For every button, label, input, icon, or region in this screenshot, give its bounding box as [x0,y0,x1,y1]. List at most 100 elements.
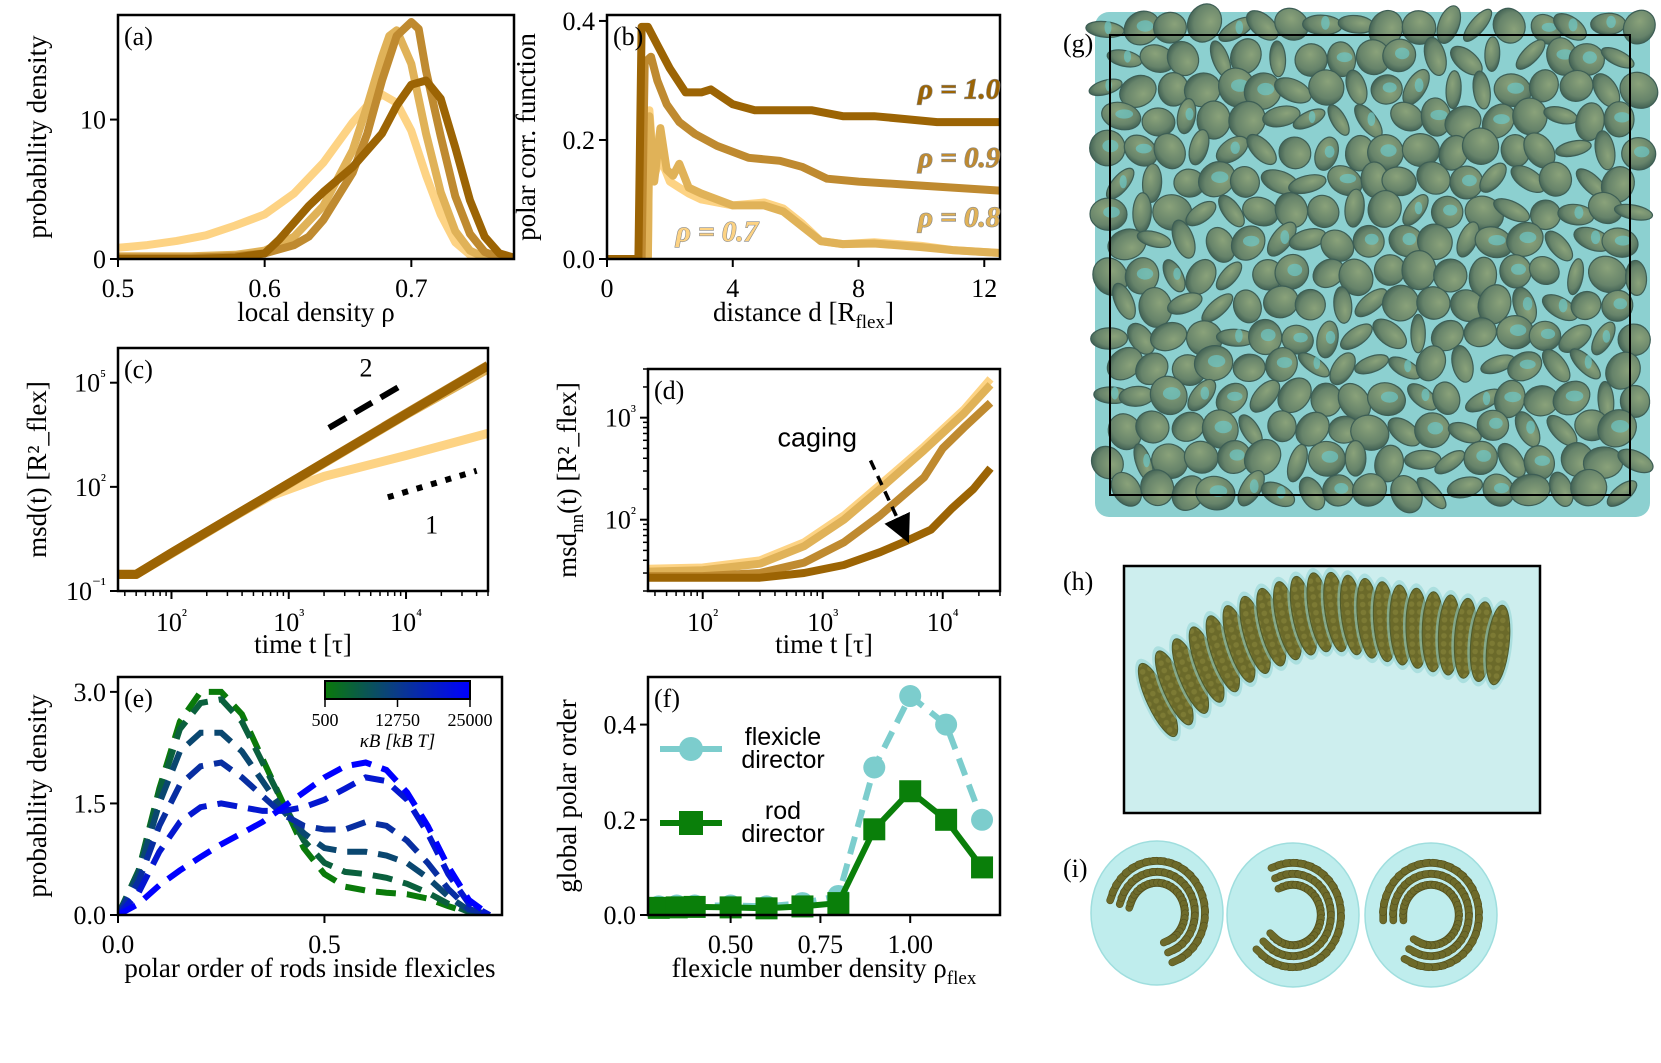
marker-rod-director [863,818,886,841]
flexicle-blob [1229,165,1260,198]
flexicle-highlight [1214,420,1233,434]
y-axis-label: global polar order [552,699,582,892]
colorbar-tick-label: 25000 [448,710,493,730]
series-group [648,376,994,582]
series-line-kappa-500 [118,688,490,915]
flexicle-blob [1112,282,1136,320]
flexicle-highlight [1364,233,1379,245]
caging-arrow [868,459,910,544]
flexicle-blob [1372,318,1407,350]
flexicle-blob [1218,194,1245,228]
render-i-flexicles [1090,840,1498,988]
colorbar-label: κB [kB T] [360,731,436,752]
flexicle-highlight [1287,263,1303,277]
flexicle-blob [1555,139,1592,158]
flexicle-blob [1171,411,1205,442]
flexicle-blob [1140,469,1175,507]
flexicle-blob [1278,136,1312,170]
flexicle-blob [1166,40,1200,77]
flexicle-highlight [1427,422,1444,435]
flexicle-blob [1274,77,1312,104]
rod [1259,937,1276,953]
x-tick-label-sup: ² [182,606,187,625]
rod [1266,929,1283,945]
flexicle-blob [1338,258,1374,297]
flexicle-blob [1605,351,1641,390]
flexicle-highlight [1173,267,1181,280]
series-line-kappa-25000 [118,759,492,915]
flexicle-highlight [1136,268,1154,280]
series-group [607,22,1000,259]
y-tick-label: 10² [75,470,106,501]
y-tick-label: 0.0 [563,245,596,274]
slope-guide-label: 1 [425,510,438,539]
flexicle-highlight [1611,420,1630,433]
x-tick-label: 0.50 [708,930,754,959]
series-line-kappa-10300 [118,729,491,915]
flexicle-blob [1141,107,1176,137]
flexicle-highlight [1558,298,1568,313]
render-g-flexicles [1085,3,1659,514]
label-subscript: nn [567,513,588,533]
flexicle-blob [1274,192,1309,229]
flexicle-blob [1558,324,1592,354]
axes-frame [646,367,1002,593]
flexicle-highlight [1606,15,1616,28]
flexicle-highlight [1276,357,1293,368]
flexicle-blob [1269,40,1287,78]
flexicle-highlight [1522,297,1533,311]
flexicle-highlight [1402,232,1417,246]
rod [1168,953,1186,967]
legend-label: rod [765,797,801,825]
flexicle-blob [1354,354,1390,375]
x-tick-label: 0.5 [102,274,135,303]
flexicle-blob [1183,440,1219,474]
x-tick-label: 1.00 [887,930,933,959]
marker-rod-director [683,895,706,918]
flexicle-highlight [1482,391,1491,406]
flexicle-blob [1436,5,1462,44]
render-h-flexicle-chain [1135,567,1513,742]
flexicle-highlight [1136,20,1154,32]
series-line-10 [118,361,488,579]
flexicle-blob [1401,250,1437,291]
legend-marker-circle [679,737,703,761]
panel-c-msd: 10² 10³ 10⁴ 10⁻¹ 10² 10⁵ (c) time t [τ] msd(t) [… [22,346,490,659]
flexicle-highlight [1519,359,1536,369]
axes-frame [646,675,1002,917]
x-axis-label: flexicle number density ρflex [672,953,977,989]
x-tick-label-sup: ² [713,606,718,625]
marker-rod-director [791,895,814,918]
flexicle-blob [1141,163,1163,203]
flexicle-blob [1451,345,1474,383]
flexicle-highlight [1614,235,1632,246]
marker-flexicle-director [971,808,994,831]
flexicle-highlight [1143,453,1150,468]
flexicle-blob [1410,313,1426,354]
flexicle-blob [1600,47,1635,69]
panel-label: (e) [124,684,153,713]
flexicle-highlight [1380,391,1399,403]
legend-label: flexicle [745,723,821,751]
flexicle-blob [1344,188,1365,228]
y-tick-label: 10⁻¹ [66,575,106,606]
flexicle-highlight [1602,330,1611,343]
flexicle-highlight [1336,52,1353,63]
flexicle-highlight [1321,450,1339,463]
panel-label: (d) [654,376,684,405]
flexicle-blob [1295,411,1330,447]
flexicle-blob [1367,190,1402,228]
flexicle-highlight [1395,47,1410,60]
flexicle-highlight [1257,82,1275,96]
flexicle-highlight [1200,386,1210,400]
x-axis-label: local density ρ [237,297,394,327]
flexicle-blob [1390,101,1424,132]
flexicle-highlight [1321,16,1330,30]
flexicle-highlight [1584,355,1592,369]
flexicle-blob [1249,379,1281,413]
flexicle-blob [1587,191,1624,225]
flexicle-highlight [1249,479,1259,494]
flexicle-blob [1415,345,1447,382]
flexicle-highlight [1540,328,1556,339]
flexicle-blob [1423,36,1447,77]
